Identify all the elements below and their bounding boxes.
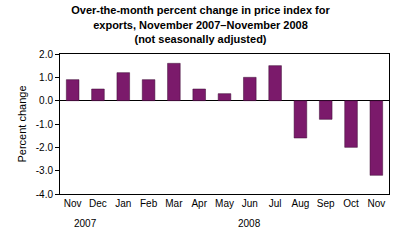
svg-text:Percent change: Percent change xyxy=(16,85,28,162)
svg-text:Jul: Jul xyxy=(269,198,282,209)
svg-text:Aug: Aug xyxy=(292,198,310,209)
svg-text:Dec: Dec xyxy=(89,198,107,209)
svg-text:Apr: Apr xyxy=(191,198,207,209)
svg-text:2008: 2008 xyxy=(238,218,261,229)
svg-text:-1.0: -1.0 xyxy=(36,119,54,130)
svg-text:Nov: Nov xyxy=(64,198,82,209)
svg-text:-2.0: -2.0 xyxy=(36,142,54,153)
svg-text:0.0: 0.0 xyxy=(39,95,53,106)
svg-text:Nov: Nov xyxy=(367,198,385,209)
svg-text:2.0: 2.0 xyxy=(39,49,53,60)
svg-text:Mar: Mar xyxy=(165,198,183,209)
svg-text:May: May xyxy=(215,198,234,209)
svg-text:Over-the-month percent change: Over-the-month percent change in price i… xyxy=(71,4,330,45)
svg-text:Sep: Sep xyxy=(317,198,335,209)
svg-text:1.0: 1.0 xyxy=(39,72,53,83)
svg-text:Jan: Jan xyxy=(115,198,131,209)
svg-text:Oct: Oct xyxy=(343,198,359,209)
svg-text:Jun: Jun xyxy=(242,198,258,209)
svg-text:-3.0: -3.0 xyxy=(36,165,54,176)
svg-text:2007: 2007 xyxy=(74,218,97,229)
svg-text:-4.0: -4.0 xyxy=(36,189,54,200)
svg-text:Feb: Feb xyxy=(140,198,158,209)
